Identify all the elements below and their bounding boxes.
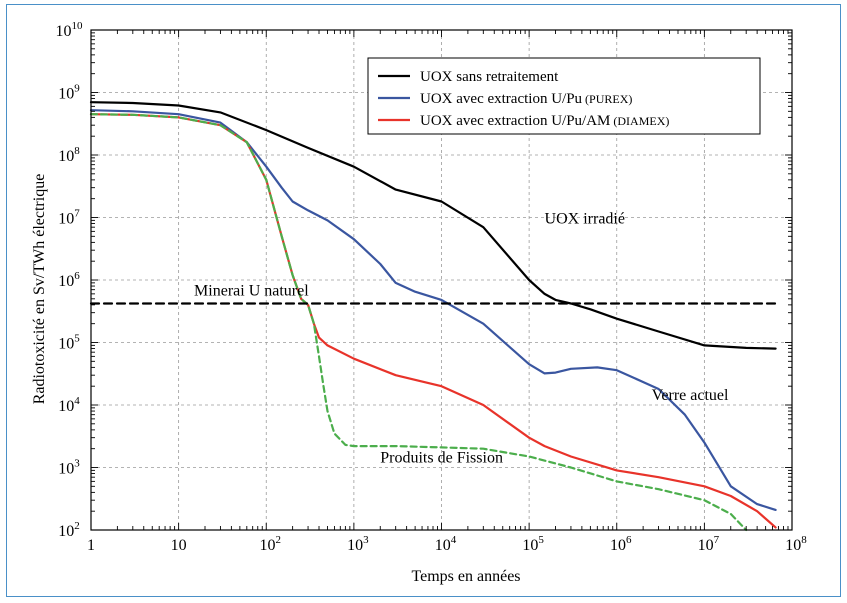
y-tick-label: 102 [58, 520, 80, 540]
annotation-label: Verre actuel [652, 387, 729, 404]
y-tick-label: 105 [58, 333, 80, 353]
legend: UOX sans retraitement UOX avec extraction… [367, 57, 761, 135]
x-tick-label: 10 [171, 537, 187, 554]
annotation-label: UOX irradié [545, 211, 625, 228]
y-tick-label: 104 [58, 395, 80, 415]
y-axis-label: Radiotoxicité en Sv/TWh électrique [31, 174, 48, 405]
x-tick-label: 102 [260, 534, 282, 554]
x-tick-label: 104 [435, 534, 457, 554]
series-produits-de-fission [89, 113, 748, 532]
y-tick-label: 106 [58, 270, 80, 290]
y-tick-label: 1010 [56, 20, 84, 40]
series-uox-sans-retraitement [89, 101, 777, 350]
x-tick-label: 107 [698, 534, 720, 554]
y-tick-label: 109 [58, 83, 80, 103]
x-tick-label: 108 [785, 534, 807, 554]
x-tick-label: 103 [347, 534, 369, 554]
y-tick-label: 107 [58, 208, 80, 228]
x-tick-label: 106 [610, 534, 632, 554]
x-tick-label: 105 [522, 534, 544, 554]
series-uox-avec-extraction-u-pu-purex [89, 109, 777, 511]
annotation-label: Produits de Fission [380, 450, 503, 467]
legend-label: UOX sans retraitement [420, 69, 559, 85]
legend-label: UOX avec extraction U/Pu/AM (DIAMEX) [420, 113, 669, 129]
annotations: UOX irradié Verre actuel Produits de Fissi… [194, 211, 729, 467]
axes: 1 10 102 103 104 105 106 107 108 102 103 104 105 106 1… [56, 20, 808, 554]
series-uox-avec-extraction-u-pu-am-diamex [89, 113, 777, 529]
legend-label: UOX avec extraction U/Pu (PUREX) [420, 91, 632, 107]
x-axis-label: Temps en années [411, 568, 520, 585]
x-tick-label: 1 [87, 537, 95, 554]
legend-box [367, 57, 761, 135]
y-tick-label: 103 [58, 458, 80, 478]
annotation-label: Minerai U naturel [194, 283, 309, 300]
y-tick-label: 108 [58, 145, 80, 165]
series-lines [89, 101, 777, 532]
